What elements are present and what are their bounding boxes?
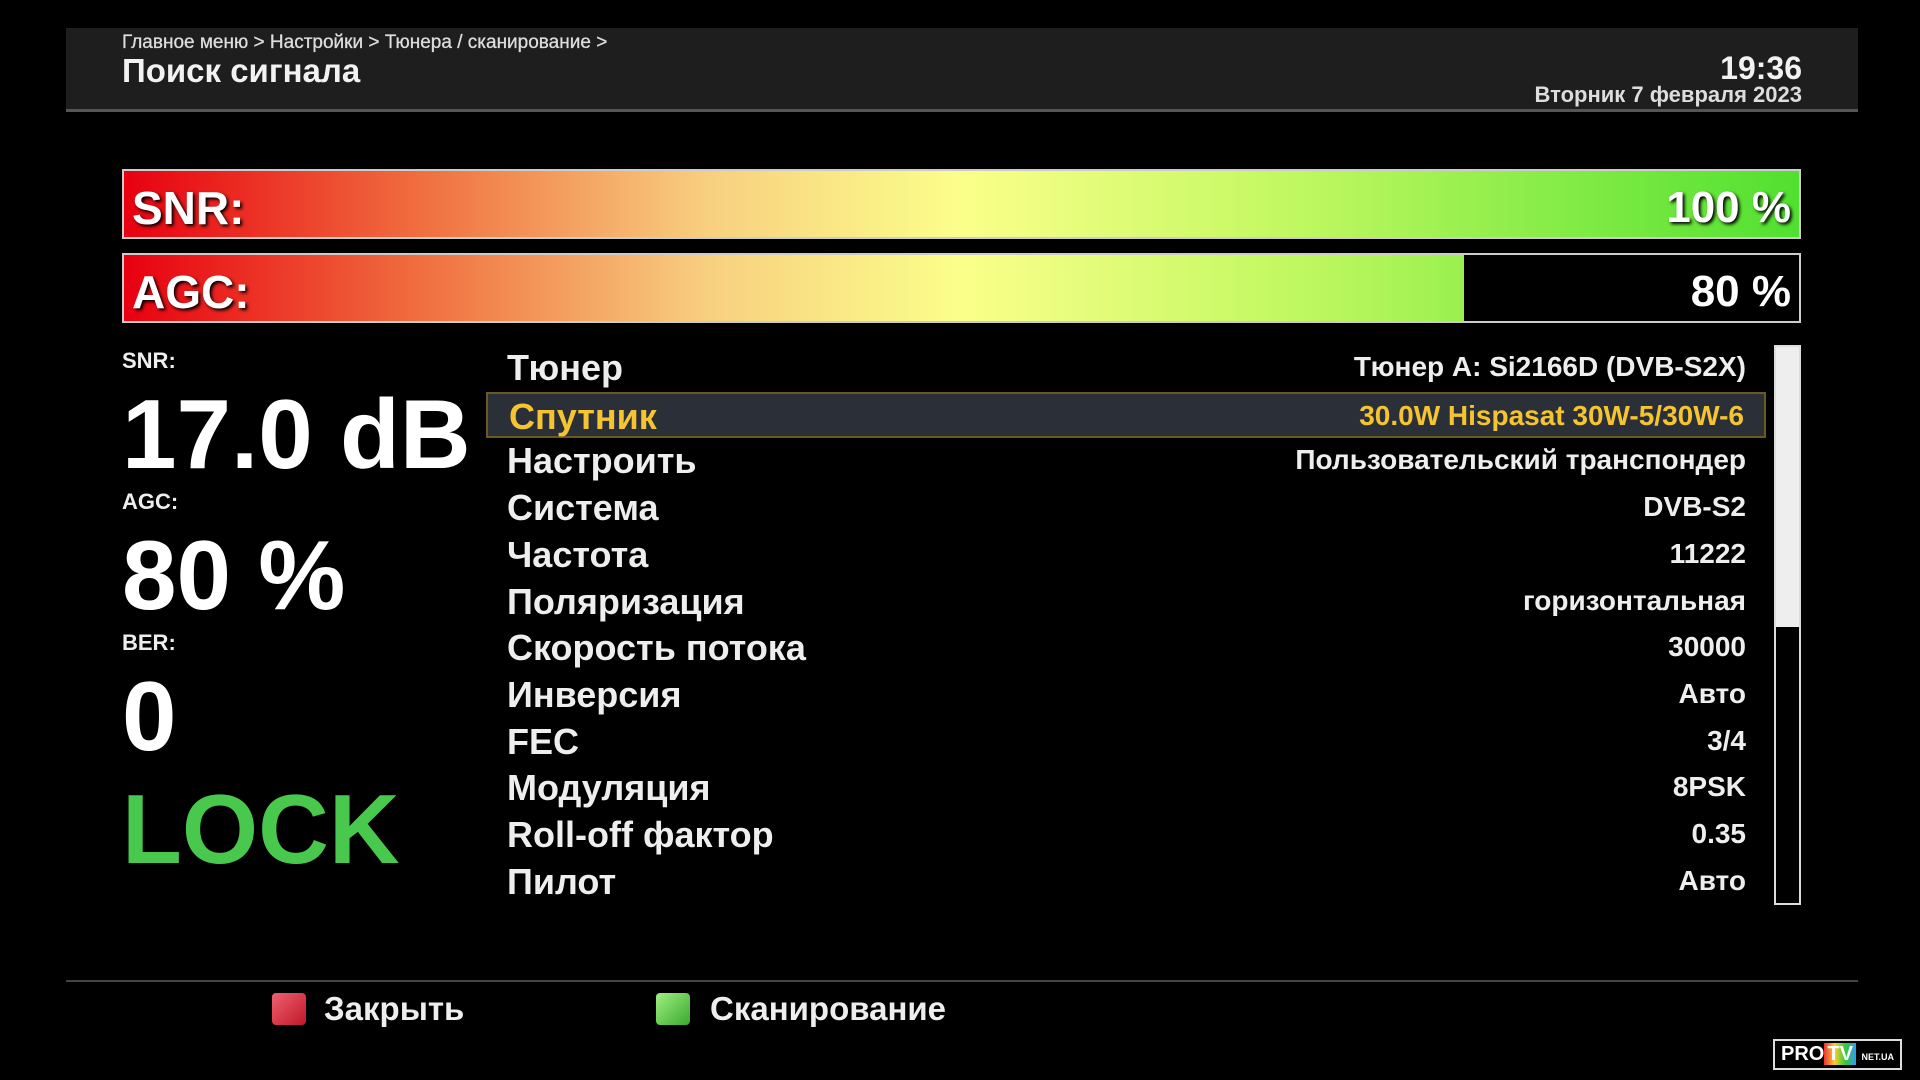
agc-bar-fill [124,255,1464,321]
agc-bar-value: 80 % [1690,267,1791,316]
scan-button[interactable]: Сканирование [710,990,947,1027]
snr-bar-fill [124,171,1799,237]
param-row[interactable]: Поляризация горизонтальная [486,579,1766,625]
param-key: Пилот [507,860,617,902]
param-value: горизонтальная [1522,584,1746,616]
protv-logo: PRO TV NET.UA [1773,1039,1902,1070]
param-value: 0.35 [1691,818,1747,849]
param-key: Инверсия [507,673,682,715]
param-row[interactable]: Спутник 30.0W Hispasat 30W-5/30W-6 [486,391,1766,438]
param-key: Roll-off фактор [507,814,774,855]
lock-status: LOCK [122,774,400,884]
param-key: Спутник [509,395,657,437]
param-value: Тюнер A: Si2166D (DVB-S2X) [1353,351,1746,382]
green-key-icon [656,993,690,1025]
param-row[interactable]: Тюнер Тюнер A: Si2166D (DVB-S2X) [486,345,1766,391]
param-value: DVB-S2 [1643,491,1746,523]
header-bar [66,28,1858,112]
snr-bar-value: 100 % [1666,183,1791,232]
param-value: 8PSK [1672,771,1746,803]
footer-divider [66,980,1858,982]
snr-bar: SNR: 100 % [122,169,1801,239]
agc-label: AGC: [122,489,179,514]
param-key: Модуляция [507,767,711,809]
agc-value: 80 % [122,520,346,630]
param-key: FEC [507,720,579,762]
param-value: Пользовательский транспондер [1295,444,1746,476]
param-value: Авто [1678,677,1746,709]
param-key: Частота [507,533,649,575]
param-key: Поляризация [507,580,745,622]
param-row[interactable]: Инверсия Авто [486,672,1766,718]
param-key: Система [507,487,659,529]
param-row[interactable]: Настроить Пользовательский транспондер [486,438,1766,484]
scrollbar[interactable] [1774,345,1801,905]
snr-bar-label: SNR: [132,182,245,234]
param-key: Настроить [507,440,697,482]
param-row[interactable]: Roll-off фактор 0.35 [486,812,1766,858]
agc-bar: AGC: 80 % [122,253,1801,323]
param-key: Тюнер [507,347,624,388]
ber-label: BER: [122,630,176,655]
ber-value: 0 [122,661,177,771]
param-row[interactable]: Скорость потока 30000 [486,625,1766,671]
page-title: Поиск сигнала [122,52,361,89]
agc-bar-label: AGC: [132,266,250,318]
close-button[interactable]: Закрыть [324,990,465,1027]
scrollbar-thumb[interactable] [1776,347,1799,627]
clock-date: Вторник 7 февраля 2023 [1534,82,1802,107]
param-value: 3/4 [1707,724,1746,756]
param-row[interactable]: Система DVB-S2 [486,485,1766,531]
param-value: Авто [1678,864,1746,896]
param-row[interactable]: Модуляция 8PSK [486,765,1766,811]
param-value: 30000 [1668,631,1746,663]
red-key-icon [272,993,306,1025]
param-key: Скорость потока [507,627,806,669]
clock-time: 19:36 [1720,50,1802,86]
breadcrumb: Главное меню > Настройки > Тюнера / скан… [122,32,608,53]
snr-label: SNR: [122,348,176,373]
snr-value: 17.0 dB [122,379,471,489]
param-value: 11222 [1669,537,1746,569]
param-value: 30.0W Hispasat 30W-5/30W-6 [1359,399,1744,431]
param-row[interactable]: Пилот Авто [486,859,1766,905]
param-row[interactable]: FEC 3/4 [486,719,1766,765]
param-row[interactable]: Частота 11222 [486,532,1766,578]
